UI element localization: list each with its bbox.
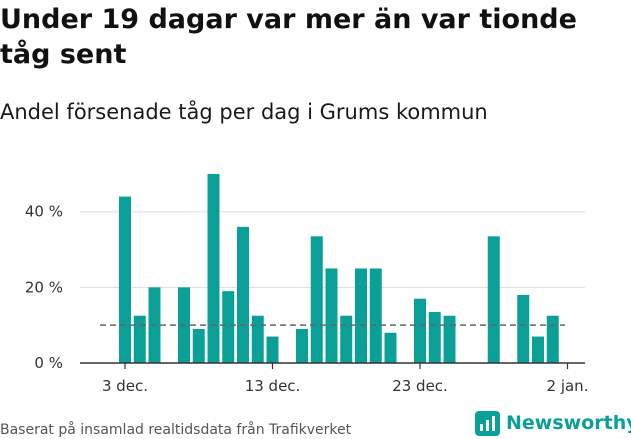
x-tick-label: 23 dec. bbox=[392, 377, 448, 395]
y-tick-label: 40 % bbox=[25, 203, 63, 221]
y-tick-label: 20 % bbox=[25, 278, 63, 296]
bar bbox=[133, 315, 146, 363]
bar bbox=[296, 328, 308, 363]
bar bbox=[443, 315, 456, 363]
bar bbox=[266, 336, 279, 363]
bar bbox=[428, 311, 441, 363]
bar bbox=[546, 315, 559, 363]
newsworthy-logo-icon bbox=[475, 410, 500, 436]
chart-subtitle: Andel försenade tåg per dag i Grums komm… bbox=[0, 100, 488, 124]
bar bbox=[207, 173, 220, 363]
brand-logo: Newsworthy bbox=[475, 409, 631, 437]
bar bbox=[532, 336, 544, 363]
bar bbox=[310, 236, 323, 363]
x-tick-label: 3 dec. bbox=[102, 377, 148, 395]
bar bbox=[517, 294, 530, 363]
bar bbox=[369, 268, 382, 363]
chart-title: Under 19 dagar var mer än var tionde tåg… bbox=[0, 4, 577, 70]
brand-name: Newsworthy bbox=[506, 412, 631, 434]
x-tick-label: 2 jan. bbox=[547, 377, 589, 395]
bar bbox=[384, 332, 397, 363]
bar bbox=[487, 236, 500, 363]
bar bbox=[340, 315, 353, 363]
x-tick-label: 13 dec. bbox=[245, 377, 301, 395]
bar bbox=[251, 315, 264, 363]
bar bbox=[222, 291, 235, 363]
bar bbox=[119, 196, 131, 363]
bar bbox=[237, 226, 249, 363]
y-tick-label: 0 % bbox=[34, 354, 63, 372]
bar bbox=[325, 268, 338, 363]
source-note: Baserat på insamlad realtidsdata från Tr… bbox=[0, 422, 352, 438]
bar bbox=[355, 268, 367, 363]
bar bbox=[192, 328, 205, 363]
bar bbox=[414, 298, 426, 363]
